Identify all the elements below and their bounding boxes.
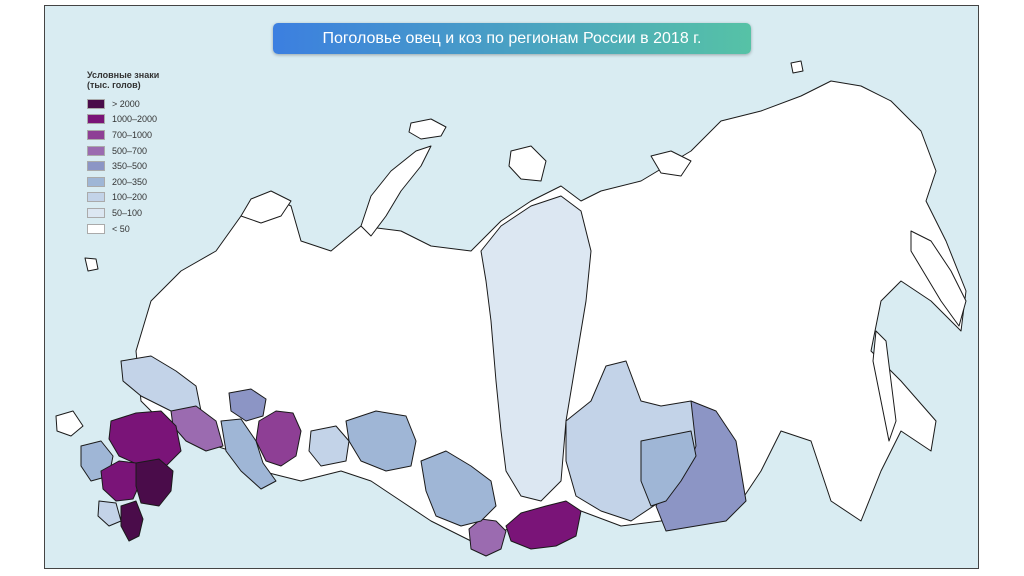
legend-item: < 50 (87, 221, 237, 237)
legend-item: 50–100 (87, 205, 237, 221)
region-krasnoyarsk (480, 195, 592, 502)
region-wrangel (790, 60, 804, 74)
region-novaya-zemlya (360, 145, 432, 237)
legend-item: > 2000 (87, 96, 237, 112)
region-volga (220, 418, 277, 490)
legend-items: > 2000 1000–2000 700–1000 500–700 350–500 200… (87, 96, 237, 236)
legend-label: > 2000 (112, 98, 140, 109)
legend-label: 500–700 (112, 145, 148, 156)
legend-swatch (87, 192, 105, 203)
legend-swatch (87, 207, 105, 218)
legend-swatch (87, 98, 105, 109)
legend-label: 200–350 (112, 176, 148, 187)
legend-subtitle: (тыс. голов) (87, 80, 141, 90)
legend-swatch (87, 176, 105, 187)
region-crimea (55, 410, 84, 437)
region-kalmykia (135, 458, 174, 507)
legend-item: 100–200 (87, 190, 237, 206)
legend-label: < 50 (112, 223, 130, 234)
region-buryatia (640, 430, 697, 507)
region-kaliningrad (84, 257, 99, 272)
legend-label: 700–1000 (112, 129, 153, 140)
legend-label: 1000–2000 (112, 114, 158, 125)
map-frame (44, 5, 979, 569)
map-title: Поголовье овец и коз по регионам России … (273, 23, 751, 54)
legend-item: 200–350 (87, 174, 237, 190)
legend-swatch (87, 129, 105, 140)
legend-title: Условные знаки (87, 70, 160, 80)
region-kurgan (308, 425, 350, 467)
region-altai-krai (420, 450, 497, 527)
region-altai (468, 518, 507, 557)
region-sakhalin (872, 330, 897, 442)
legend-label: 350–500 (112, 161, 148, 172)
region-dagestan (120, 500, 144, 542)
legend-item: 700–1000 (87, 127, 237, 143)
region-omsk (345, 410, 417, 472)
legend-item: 350–500 (87, 158, 237, 174)
russia-map (55, 60, 967, 557)
region-bashkortostan (255, 410, 302, 467)
legend-label: 50–100 (112, 207, 143, 218)
region-kola (240, 190, 292, 224)
region-tuva (505, 500, 582, 550)
region-franz-josef (408, 118, 447, 140)
region-severnaya-zemlya (508, 145, 547, 182)
legend-swatch (87, 114, 105, 125)
region-orenburg (228, 388, 267, 422)
region-north-caucasus (97, 500, 122, 527)
legend-label: 100–200 (112, 192, 148, 203)
legend-swatch (87, 161, 105, 172)
region-volgograd (108, 410, 182, 467)
legend-swatch (87, 223, 105, 234)
legend-item: 1000–2000 (87, 112, 237, 128)
region-new-siberian (650, 150, 692, 177)
legend-swatch (87, 145, 105, 156)
legend-item: 500–700 (87, 143, 237, 159)
map-legend: Условные знаки (тыс. голов) > 2000 1000–2… (87, 70, 237, 236)
region-kamchatka (910, 230, 967, 327)
